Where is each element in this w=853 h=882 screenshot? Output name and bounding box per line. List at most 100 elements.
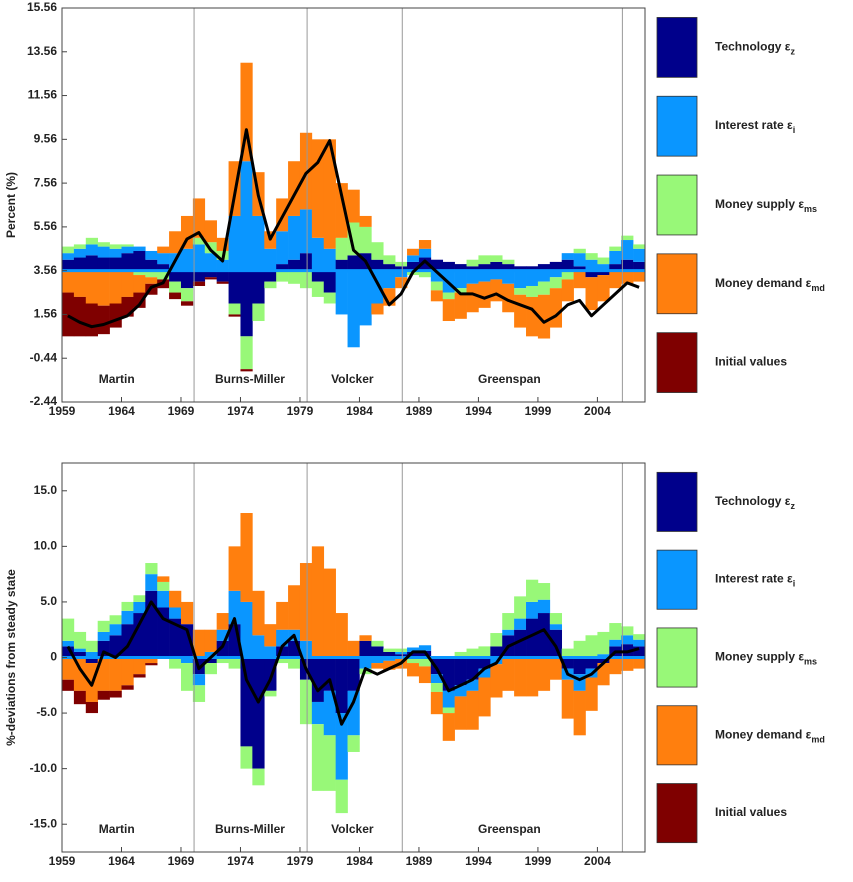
bar-segment: [133, 657, 146, 675]
bar-segment: [157, 264, 170, 271]
bar-segment: [549, 624, 563, 630]
bar-segment: [228, 657, 241, 669]
bar-segment: [311, 281, 325, 297]
bar-segment: [62, 259, 75, 271]
bar-segment: [97, 631, 110, 641]
x-tick-label: 1964: [108, 854, 135, 868]
bar-segment: [311, 724, 325, 791]
bar-segment: [454, 292, 467, 319]
bar-segment: [490, 664, 503, 698]
legend-name: Interest rate ε: [715, 118, 793, 132]
bar-segment: [323, 139, 336, 249]
bar-segment: [121, 253, 134, 271]
bar-segment: [430, 270, 444, 282]
x-tick-label: 1994: [465, 404, 492, 418]
x-tick-label: 1959: [49, 854, 76, 868]
bar-segment: [514, 266, 527, 271]
bar-segment: [62, 246, 75, 254]
bar-segment: [335, 183, 348, 238]
bar-segment: [276, 657, 289, 664]
bar-segment: [252, 303, 265, 322]
bar-segment: [157, 576, 170, 582]
bar-segment: [73, 651, 87, 658]
legend-label: Initial values: [715, 805, 787, 819]
bar-segment: [62, 640, 75, 647]
bar-segment: [359, 270, 372, 326]
y-tick-label: 13.56: [27, 44, 57, 58]
bar-segment: [169, 292, 182, 300]
bar-segment: [204, 657, 217, 664]
legend-label: Money demand εmd: [715, 727, 825, 744]
legend-swatch: [656, 783, 698, 844]
bar-segment: [240, 601, 253, 658]
bar-segment: [597, 275, 610, 302]
bar-segment: [145, 270, 158, 278]
bar-segment: [597, 631, 610, 655]
bar-segment: [252, 768, 265, 786]
bar-segment: [395, 651, 408, 655]
bar-segment: [454, 288, 467, 293]
bar-segment: [85, 640, 98, 652]
legend-label: Technology εz: [715, 494, 795, 511]
bar-segment: [145, 563, 158, 575]
bar-segment: [240, 369, 253, 372]
bar-segment: [514, 288, 527, 295]
bar-segment: [537, 270, 551, 282]
bar-segment: [204, 663, 217, 675]
y-tick-label: 5.0: [40, 594, 57, 608]
bar-segment: [633, 244, 646, 249]
era-label: Martin: [99, 822, 135, 836]
bar-segment: [585, 259, 598, 271]
bar-segment: [204, 270, 217, 278]
bar-segment: [133, 250, 146, 271]
bar-segment: [454, 270, 467, 289]
bar-segment: [204, 277, 217, 280]
bar-segment: [311, 657, 325, 702]
bar-segment: [585, 657, 598, 669]
bar-segment: [371, 657, 384, 664]
x-tick-label: 1984: [346, 854, 373, 868]
bar-segment: [192, 237, 206, 245]
bar-segment: [299, 640, 313, 658]
bar-segment: [121, 657, 134, 686]
bar-segment: [121, 610, 134, 625]
bar-segment: [418, 666, 432, 684]
bar-segment: [537, 613, 551, 658]
bar-segment: [121, 601, 134, 611]
era-label: Burns-Miller: [215, 822, 285, 836]
era-label: Greenspan: [478, 372, 541, 386]
y-tick-label: -5.0: [36, 705, 57, 719]
bar-segment: [85, 701, 98, 714]
bar-segment: [204, 253, 217, 271]
bar-segment: [264, 281, 277, 289]
bar-segment: [609, 246, 622, 251]
bar-segment: [192, 244, 206, 271]
bar-segment: [192, 198, 206, 238]
legend-name: Initial values: [715, 355, 787, 369]
bar-segment: [359, 657, 372, 669]
bar-segment: [216, 613, 229, 630]
bar-segment: [537, 281, 551, 295]
bar-segment: [228, 314, 241, 317]
bar-segment: [264, 690, 277, 697]
bar-segment: [466, 283, 479, 313]
bar-segment: [383, 264, 396, 271]
bar-segment: [466, 266, 479, 271]
legend-label: Money supply εms: [715, 650, 817, 667]
bar-segment: [276, 231, 289, 265]
bar-segment: [335, 657, 348, 714]
bar-segment: [597, 264, 610, 271]
bar-segment: [514, 618, 527, 630]
y-tick-label: 11.56: [28, 88, 58, 102]
bar-segment: [466, 690, 479, 730]
bar-segment: [466, 657, 479, 680]
legend-name: Money demand ε: [715, 276, 812, 290]
bar-segment: [180, 624, 194, 658]
bar-segment: [299, 679, 313, 725]
bar-segment: [169, 590, 182, 608]
bar-segment: [133, 613, 146, 658]
bar-segment: [597, 657, 610, 664]
bar-segment: [299, 253, 313, 271]
bar-segment: [204, 220, 217, 243]
bar-segment: [633, 639, 646, 647]
